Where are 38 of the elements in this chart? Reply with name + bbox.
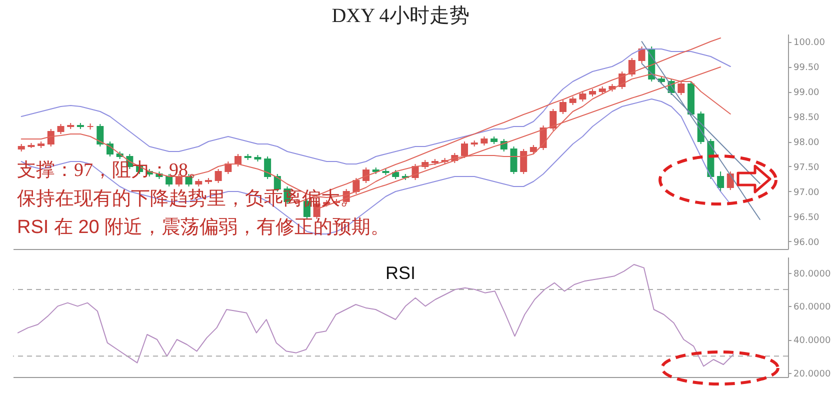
candlestick <box>550 108 557 131</box>
line-series <box>17 264 734 367</box>
candlestick <box>362 167 370 184</box>
candlestick <box>47 128 54 147</box>
y-tick-label: 40.0000 <box>794 336 831 346</box>
candlestick <box>579 91 586 102</box>
candlestick <box>106 141 114 157</box>
y-tick-label: 100.00 <box>794 38 826 48</box>
candlestick <box>352 178 360 194</box>
candlestick <box>559 100 566 114</box>
candlestick <box>214 168 222 184</box>
candlestick <box>234 154 242 167</box>
y-tick-label: 20.0000 <box>794 369 831 380</box>
chart-title: RSI <box>385 263 416 283</box>
y-tick-label: 98.00 <box>794 138 820 148</box>
candlestick <box>96 124 104 147</box>
y-tick-label: 60.0000 <box>794 302 831 313</box>
chart-title: DXY 4小时走势 <box>332 5 470 27</box>
y-tick-label: 80.0000 <box>794 269 831 280</box>
candlestick <box>678 81 685 96</box>
candlestick <box>461 141 468 158</box>
candlestick <box>57 124 64 134</box>
y-tick-label: 96.50 <box>794 213 820 223</box>
candlestick <box>726 171 734 190</box>
y-tick-label: 97.50 <box>794 163 820 173</box>
line-series <box>641 41 760 220</box>
y-tick-label: 97.00 <box>794 188 820 198</box>
candlestick <box>520 148 528 174</box>
candlestick <box>628 58 636 77</box>
y-tick-label: 99.50 <box>794 63 820 73</box>
y-tick-label: 96.00 <box>794 238 820 248</box>
annotation: RSI 在 20 附近，震荡偏弱，有修正的预期。 <box>17 217 390 238</box>
candlestick <box>717 171 724 192</box>
candlestick <box>264 156 272 180</box>
y-tick-label: 99.00 <box>794 88 820 98</box>
y-tick-label: 98.50 <box>794 113 820 123</box>
candlestick <box>638 46 646 64</box>
candlestick <box>510 146 518 174</box>
